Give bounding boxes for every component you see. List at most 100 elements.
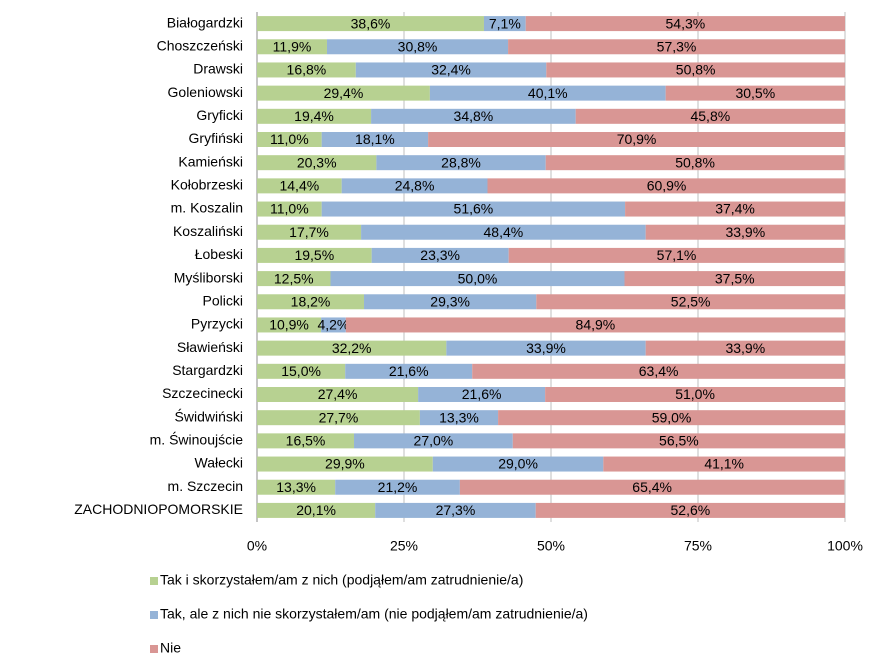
data-label: 33,9% <box>725 224 765 240</box>
y-tick-label: Stargardzki <box>172 362 243 378</box>
data-label: 29,4% <box>324 85 364 101</box>
data-label: 51,6% <box>454 201 494 217</box>
data-label: 50,8% <box>675 154 715 170</box>
bar-segment <box>376 155 546 171</box>
x-tick-label: 75% <box>684 538 712 554</box>
bar-segment <box>257 62 356 78</box>
data-label: 84,9% <box>576 317 616 333</box>
data-label: 59,0% <box>652 409 692 425</box>
data-label: 56,5% <box>659 433 699 449</box>
bar-segment <box>345 363 473 379</box>
bar-segment <box>483 16 526 32</box>
y-tick-label: m. Koszalin <box>171 200 243 216</box>
bar-segment <box>545 155 845 171</box>
y-tick-label: ZACHODNIOPOMORSKIE <box>74 501 243 517</box>
data-label: 52,6% <box>671 502 711 518</box>
data-label: 54,3% <box>666 15 706 31</box>
data-label: 11,0% <box>270 201 309 217</box>
data-label: 60,9% <box>647 178 687 194</box>
bar-segment <box>257 155 377 171</box>
legend-label: Tak, ale z nich nie skorzystałem/am (nie… <box>160 606 588 622</box>
y-tick-label: m. Szczecin <box>168 478 243 494</box>
data-label: 30,8% <box>398 38 438 54</box>
data-label: 21,2% <box>378 479 418 495</box>
data-label: 21,6% <box>389 363 429 379</box>
data-label: 32,4% <box>431 62 471 78</box>
data-label: 21,6% <box>462 386 502 402</box>
bar-segment <box>429 85 666 101</box>
bar-segment <box>257 502 376 518</box>
bar-segment <box>536 294 845 310</box>
data-label: 50,0% <box>458 270 498 286</box>
data-label: 18,2% <box>291 293 331 309</box>
legend-label: Tak i skorzystałem/am z nich (podjąłem/a… <box>160 572 523 588</box>
data-label: 10,9% <box>269 317 309 333</box>
y-tick-label: Białogardzki <box>167 14 243 30</box>
x-tick-label: 0% <box>247 538 267 554</box>
bar-segment <box>257 201 322 217</box>
y-tick-label: Policki <box>203 292 243 308</box>
bar-segment <box>625 201 845 217</box>
data-label: 40,1% <box>528 85 568 101</box>
bar-segment <box>330 271 625 287</box>
y-tick-label: Koszaliński <box>173 223 243 239</box>
data-label: 28,8% <box>441 154 481 170</box>
bar-segment <box>487 178 846 194</box>
y-tick-label: Szczecinecki <box>162 385 243 401</box>
data-label: 29,9% <box>325 456 365 472</box>
bar-segment <box>257 39 327 55</box>
data-label: 63,4% <box>639 363 679 379</box>
legend-label: Nie <box>160 640 181 656</box>
bar-segment <box>341 178 488 194</box>
data-label: 15,0% <box>281 363 321 379</box>
y-tick-label: Myśliborski <box>174 269 243 285</box>
bar-segment <box>257 132 322 147</box>
bar-segment <box>257 247 372 263</box>
bar-segment <box>321 201 626 217</box>
bar-segment <box>419 410 499 426</box>
bar-segment <box>355 62 547 78</box>
data-label: 13,3% <box>276 479 316 495</box>
bar-segment <box>257 294 365 310</box>
bar-segment <box>645 224 845 240</box>
data-label: 29,3% <box>430 293 470 309</box>
bar-segment <box>375 502 536 518</box>
data-label: 7,1% <box>489 15 521 31</box>
bar-segment <box>257 224 362 240</box>
bar-segment <box>326 39 509 55</box>
bar-segment <box>508 247 845 263</box>
data-label: 57,1% <box>657 247 697 263</box>
bar-segment <box>361 224 646 240</box>
bar-segment <box>665 85 845 101</box>
data-label: 12,5% <box>274 270 314 286</box>
data-label: 19,5% <box>294 247 334 263</box>
bar-segment <box>257 387 419 402</box>
data-label: 45,8% <box>690 108 730 124</box>
bar-segment <box>257 178 342 194</box>
bar-segment <box>418 387 546 402</box>
data-label: 65,4% <box>632 479 672 495</box>
bar-segment <box>575 108 845 124</box>
bar-segment <box>624 271 845 287</box>
bar-segment <box>545 387 845 402</box>
bar-segment <box>335 479 460 495</box>
bar-segment <box>257 317 322 333</box>
x-tick-label: 25% <box>390 538 418 554</box>
data-label: 27,3% <box>436 502 476 518</box>
data-label: 16,8% <box>287 62 327 78</box>
legend-swatch <box>150 611 158 619</box>
bar-segment <box>603 456 845 472</box>
data-label: 27,4% <box>318 386 358 402</box>
data-label: 27,7% <box>319 409 359 425</box>
bar-segment <box>257 410 420 426</box>
bar-segment <box>257 271 331 287</box>
y-tick-label: Gryficki <box>196 107 243 123</box>
data-label: 48,4% <box>484 224 524 240</box>
y-tick-label: Gryfiński <box>189 130 243 146</box>
data-label: 30,5% <box>735 85 775 101</box>
data-label: 38,6% <box>351 15 391 31</box>
y-tick-label: Wałecki <box>195 455 244 471</box>
data-label: 50,8% <box>676 62 716 78</box>
bar-segment <box>645 340 845 356</box>
